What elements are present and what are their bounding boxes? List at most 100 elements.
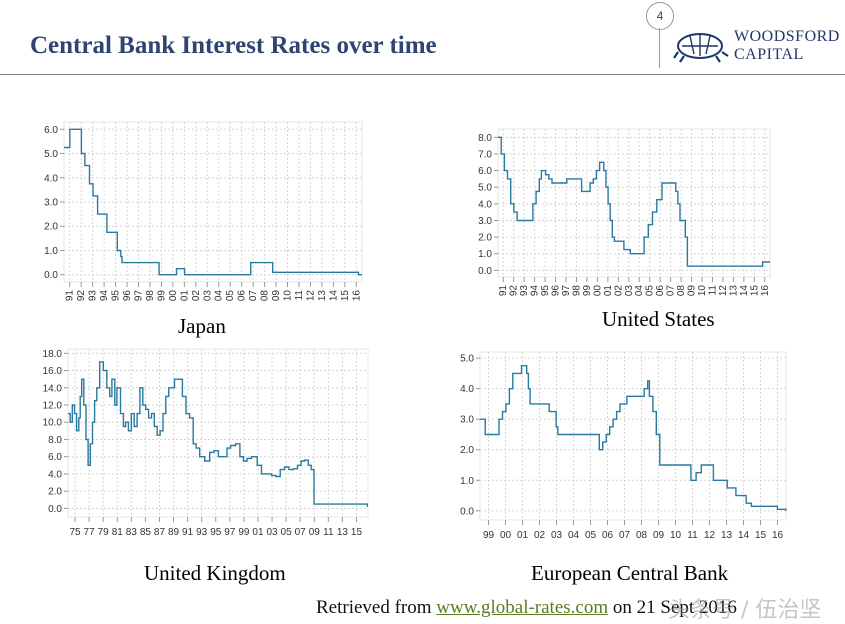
- x-tick-label: 75: [69, 527, 81, 538]
- y-tick-label: 5.0: [44, 149, 58, 160]
- x-tick-label: 14: [739, 285, 750, 297]
- x-tick-label: 98: [571, 285, 582, 297]
- x-tick-label: 96: [122, 290, 133, 302]
- y-tick-label: 2.0: [44, 222, 58, 233]
- y-tick-label: 6.0: [48, 452, 62, 463]
- x-tick-label: 09: [687, 285, 698, 297]
- x-tick-label: 09: [271, 290, 282, 302]
- x-tick-label: 13: [728, 285, 739, 297]
- x-tick-label: 08: [260, 290, 271, 302]
- x-tick-label: 89: [168, 527, 180, 538]
- y-tick-label: 6.0: [478, 166, 492, 177]
- x-tick-label: 92: [76, 290, 87, 302]
- x-tick-label: 81: [112, 527, 124, 538]
- y-tick-label: 8.0: [478, 133, 492, 144]
- y-tick-label: 4.0: [48, 469, 62, 480]
- x-tick-label: 11: [323, 527, 334, 538]
- x-tick-label: 07: [295, 527, 307, 538]
- x-tick-label: 99: [483, 530, 495, 541]
- y-tick-label: 6.0: [44, 125, 58, 136]
- x-tick-label: 97: [224, 527, 236, 538]
- x-tick-label: 00: [592, 285, 603, 297]
- x-tick-label: 07: [248, 290, 259, 302]
- plot-area-ecb: [479, 351, 787, 521]
- y-tick-label: 3.0: [44, 198, 58, 209]
- y-tick-label: 1.0: [44, 246, 58, 257]
- x-tick-label: 98: [145, 290, 156, 302]
- x-tick-label: 99: [238, 527, 250, 538]
- x-tick-label: 07: [666, 285, 677, 297]
- x-tick-label: 94: [530, 285, 541, 297]
- x-tick-label: 83: [126, 527, 138, 538]
- y-tick-label: 4.0: [44, 173, 58, 184]
- rate-line-japan: [64, 128, 362, 276]
- x-tick-label: 15: [749, 285, 760, 297]
- x-tick-label: 06: [602, 530, 614, 541]
- x-tick-label: 15: [340, 290, 351, 302]
- x-tick-label: 93: [519, 285, 530, 297]
- x-tick-label: 96: [551, 285, 562, 297]
- x-tick-label: 10: [283, 290, 294, 302]
- x-tick-label: 13: [721, 530, 733, 541]
- x-tick-label: 03: [266, 527, 278, 538]
- x-tick-label: 92: [509, 285, 520, 297]
- logo-line2: CAPITAL: [734, 46, 804, 63]
- chart-japan: 0.01.02.03.04.05.06.091 92 93 94 95 96 97 98 99 0…: [44, 121, 363, 302]
- plot-area-us: [497, 128, 771, 278]
- x-tick-label: 08: [676, 285, 687, 297]
- x-tick-label: 95: [111, 290, 122, 302]
- y-tick-label: 2.0: [460, 445, 474, 456]
- x-tick-label: 01: [603, 285, 614, 297]
- watermark: 头条号 / 伍治坚: [668, 598, 822, 623]
- x-tick-label: 04: [568, 530, 580, 541]
- x-tick-label: 10: [670, 530, 682, 541]
- source-suffix: on 21 Sept 2016: [608, 597, 737, 618]
- caption-us: United States: [602, 307, 715, 331]
- x-tick-label: 91: [182, 527, 194, 538]
- x-tick-label: 06: [655, 285, 666, 297]
- y-tick-label: 7.0: [478, 149, 492, 160]
- page-title: Central Bank Interest Rates over time: [30, 32, 437, 59]
- rate-line-ecb: [480, 365, 787, 511]
- x-tick-label: 12: [305, 290, 316, 302]
- y-tick-label: 0.0: [478, 266, 492, 277]
- x-tick-label: 11: [707, 285, 718, 296]
- y-tick-label: 0.0: [460, 506, 474, 517]
- x-tick-label: 14: [328, 290, 339, 302]
- y-tick-label: 4.0: [478, 199, 492, 210]
- x-tick-label: 16: [760, 285, 771, 297]
- y-tick-label: 4.0: [460, 384, 474, 395]
- x-tick-label: 13: [337, 527, 349, 538]
- y-tick-label: 3.0: [460, 415, 474, 426]
- x-tick-label: 05: [225, 290, 236, 302]
- x-tick-label: 77: [84, 527, 96, 538]
- chart-ecb: 0.0 1.0 2.0 3.0 4.0 5.0 99 00 01 02 03 04 05 06 07 08 09…: [460, 351, 787, 541]
- x-tick-label: 97: [134, 290, 145, 302]
- x-tick-label: 01: [517, 530, 529, 541]
- x-tick-label: 99: [582, 285, 593, 297]
- company-logo: WOODSFORD CAPITAL: [672, 24, 842, 68]
- x-tick-label: 03: [202, 290, 213, 302]
- x-tick-label: 08: [636, 530, 648, 541]
- source-prefix: Retrieved from: [316, 597, 437, 618]
- y-tick-label: 3.0: [478, 216, 492, 227]
- x-tick-label: 03: [624, 285, 635, 297]
- x-tick-label: 14: [738, 530, 750, 541]
- y-tick-label: 10.0: [43, 418, 63, 429]
- x-tick-label: 12: [718, 285, 729, 297]
- x-tick-label: 09: [653, 530, 665, 541]
- x-tick-label: 11: [294, 290, 305, 301]
- x-tick-label: 95: [210, 527, 222, 538]
- source-link[interactable]: www.global-rates.com: [436, 597, 609, 618]
- rate-line-us: [498, 136, 770, 267]
- source-note: Retrieved from www.global-rates.com on 2…: [316, 597, 737, 619]
- x-tick-label: 05: [585, 530, 597, 541]
- x-tick-label: 16: [351, 290, 362, 302]
- x-tick-label: 93: [88, 290, 99, 302]
- header-divider: [659, 28, 660, 68]
- caption-uk: United Kingdom: [144, 561, 286, 585]
- y-tick-label: 2.0: [478, 233, 492, 244]
- y-tick-label: 1.0: [460, 476, 474, 487]
- x-tick-label: 02: [534, 530, 546, 541]
- x-tick-label: 16: [772, 530, 784, 541]
